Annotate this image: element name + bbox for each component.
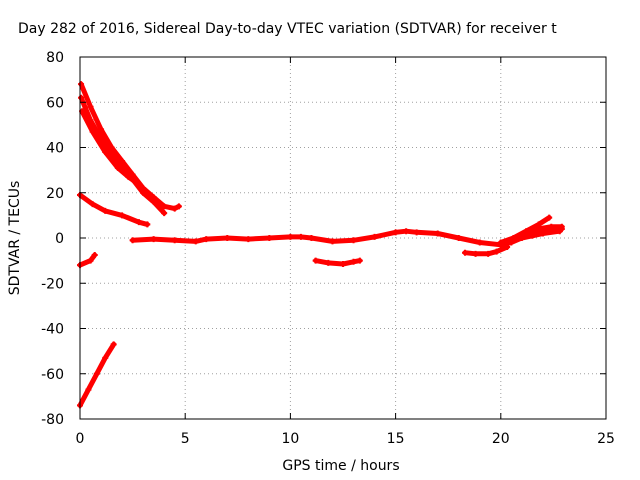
data-point <box>497 239 504 246</box>
data-point <box>266 235 273 241</box>
data-point <box>89 128 96 135</box>
chart-title: Day 282 of 2016, Sidereal Day-to-day VTE… <box>18 21 557 37</box>
data-point <box>350 258 357 265</box>
series-track-12 <box>529 226 565 239</box>
data-point <box>150 236 157 243</box>
data-point <box>297 233 304 240</box>
y-tick-label: 60 <box>46 95 64 111</box>
data-point <box>161 210 168 217</box>
data-point <box>535 225 542 232</box>
y-tick-label: 40 <box>46 141 64 157</box>
data-point <box>462 249 469 256</box>
data-point <box>85 386 92 393</box>
data-point <box>119 158 126 165</box>
x-tick-label: 0 <box>76 431 85 447</box>
data-point <box>312 257 319 264</box>
data-point <box>93 370 100 377</box>
y-tick-label: 0 <box>55 231 64 247</box>
data-point <box>485 250 492 257</box>
data-point <box>144 221 151 228</box>
data-point <box>87 103 94 110</box>
data-point <box>87 257 94 264</box>
data-point <box>434 230 441 237</box>
axis-ticks: 0 5 10 15 20 25 -80 -60 -40 -20 0 20 40 60 80 <box>41 50 615 447</box>
data-point <box>224 235 231 241</box>
data-point <box>102 207 109 214</box>
data-point <box>245 236 252 243</box>
data-point <box>523 230 530 237</box>
data-point <box>350 237 357 244</box>
y-tick-label: 20 <box>46 186 64 202</box>
data-point <box>102 149 109 156</box>
data-point <box>171 237 178 244</box>
data-point <box>329 238 336 245</box>
data-point <box>558 225 565 232</box>
data-series <box>77 81 565 409</box>
data-point <box>493 248 500 255</box>
data-point <box>476 239 483 246</box>
x-tick-label: 20 <box>492 431 510 447</box>
x-tick-label: 10 <box>281 431 299 447</box>
data-point <box>552 227 559 234</box>
data-point <box>325 259 332 266</box>
data-point <box>114 164 121 171</box>
data-point <box>340 261 346 268</box>
data-point <box>119 212 126 219</box>
data-point <box>287 233 294 240</box>
data-point <box>150 198 157 205</box>
data-point <box>89 201 96 208</box>
data-point <box>78 81 85 88</box>
data-point <box>203 236 210 243</box>
data-point <box>129 237 136 244</box>
data-point <box>413 229 420 236</box>
data-point <box>392 229 399 236</box>
data-point <box>91 251 98 258</box>
data-point <box>455 235 462 241</box>
data-point <box>135 219 142 226</box>
y-tick-label: 80 <box>46 50 64 66</box>
data-point <box>472 250 479 257</box>
data-point <box>98 126 105 133</box>
data-point <box>102 354 109 361</box>
data-point <box>131 178 138 185</box>
x-axis-label: GPS time / hours <box>282 458 399 474</box>
x-tick-label: 5 <box>181 431 190 447</box>
data-point <box>371 233 378 240</box>
data-point <box>78 94 85 101</box>
y-tick-label: -20 <box>41 276 64 292</box>
data-point <box>110 341 117 348</box>
y-axis-label: SDTVAR / TECUs <box>7 181 23 296</box>
data-point <box>403 228 410 235</box>
x-tick-label: 25 <box>597 431 615 447</box>
data-point <box>504 244 511 251</box>
data-point <box>308 235 315 241</box>
y-tick-label: -40 <box>41 322 64 338</box>
y-tick-label: -60 <box>41 367 64 383</box>
data-point <box>546 214 553 221</box>
data-point <box>192 238 199 245</box>
data-point <box>161 203 168 210</box>
data-point <box>508 237 515 244</box>
data-point <box>125 173 132 180</box>
data-point <box>529 232 536 239</box>
x-tick-label: 15 <box>387 431 405 447</box>
data-point <box>175 203 182 210</box>
data-point <box>140 189 147 196</box>
y-tick-label: -80 <box>41 412 64 428</box>
data-point <box>171 205 178 212</box>
data-point <box>356 257 363 264</box>
data-point <box>539 229 546 236</box>
